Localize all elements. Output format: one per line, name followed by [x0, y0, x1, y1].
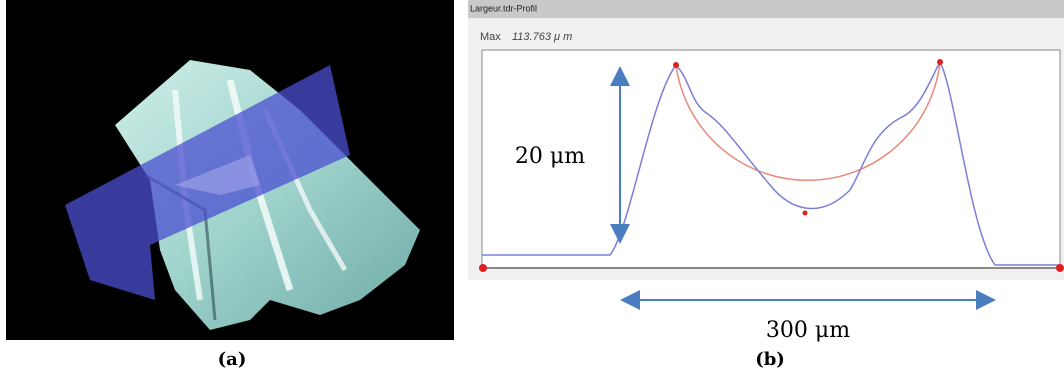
profile-curve — [482, 60, 1060, 266]
profile-window: Largeur.tdr-Profil Max 113.763 μ m — [468, 0, 1064, 280]
caption: (b) — [755, 349, 785, 370]
max-label: Max — [480, 31, 501, 43]
width-annotation: 300 μm — [766, 318, 850, 343]
window-title: Largeur.tdr-Profil — [470, 3, 537, 13]
height-annotation: 20 μm — [515, 144, 585, 169]
fit-circle — [675, 61, 941, 182]
caption: (a) — [218, 349, 247, 370]
surface-image — [6, 0, 454, 340]
max-value: 113.763 μ m — [512, 31, 572, 43]
